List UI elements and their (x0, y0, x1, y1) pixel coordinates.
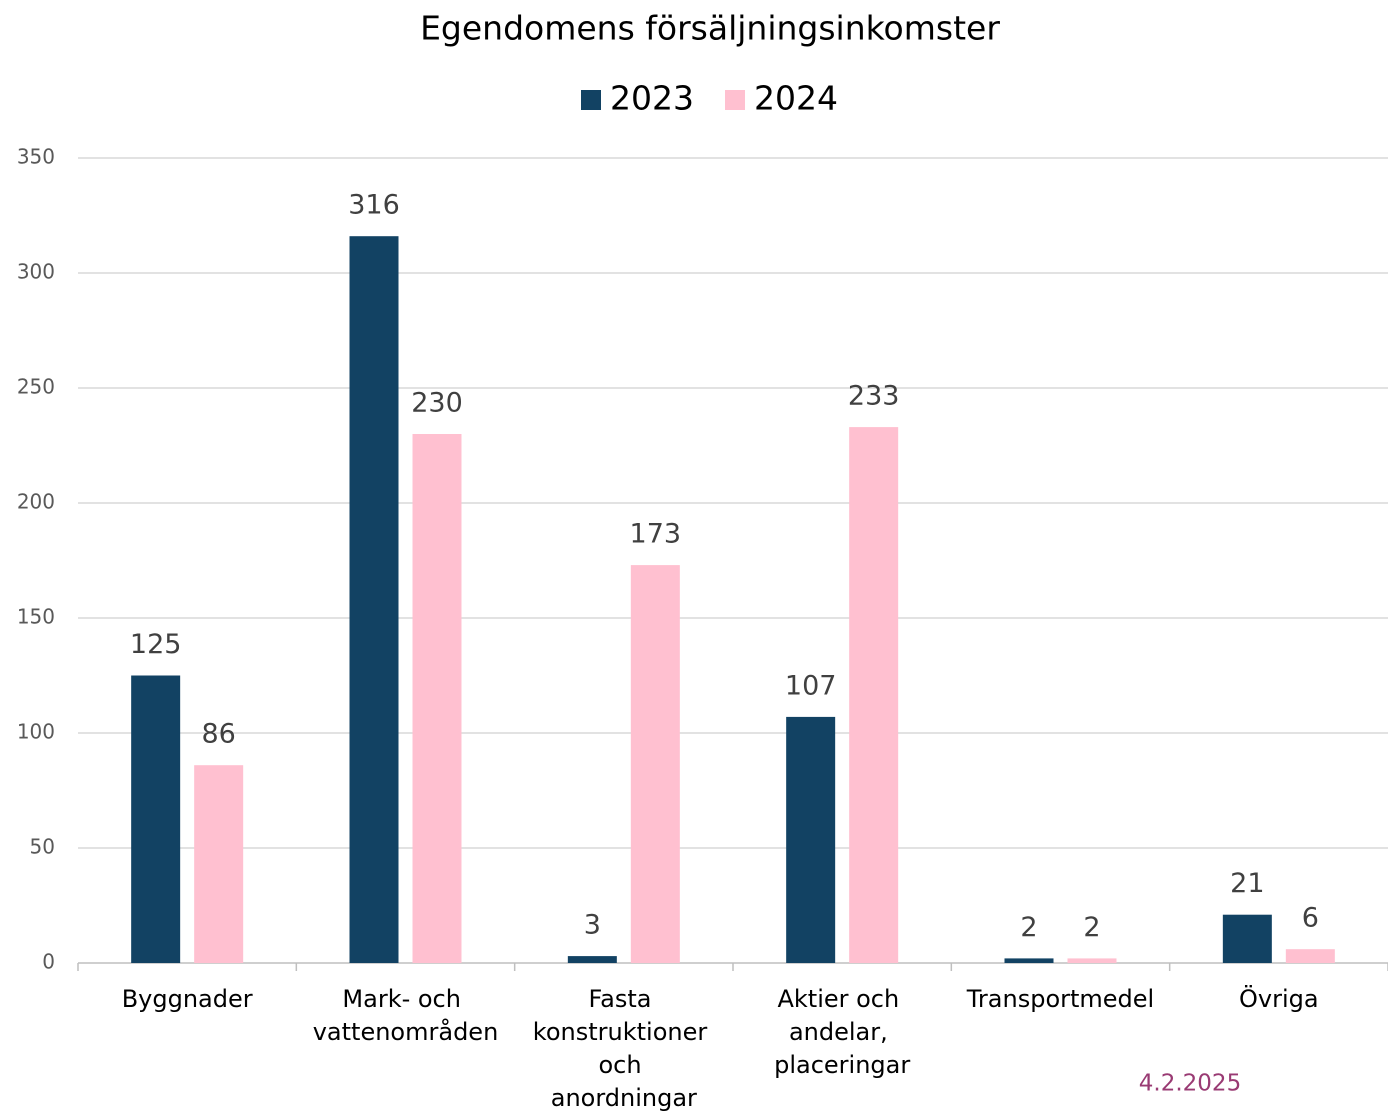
x-tick-label: Fasta konstruktioner och anordningar (533, 985, 715, 1111)
bar (1067, 958, 1117, 963)
x-tick-label: Byggnader (122, 985, 253, 1013)
data-label: 316 (348, 190, 400, 221)
data-label: 125 (130, 629, 182, 660)
data-label: 2 (1083, 912, 1100, 943)
y-tick-label: 250 (17, 375, 55, 399)
chart-title: Egendomens försäljningsinkomster (420, 9, 1000, 48)
bar (131, 675, 181, 963)
data-label: 230 (411, 388, 463, 419)
legend-swatch (725, 90, 745, 110)
bar (849, 427, 899, 964)
bar (786, 716, 836, 963)
data-label: 6 (1302, 903, 1319, 934)
bar (412, 434, 462, 963)
bar (630, 565, 680, 963)
bar (1285, 949, 1335, 963)
y-tick-label: 50 (30, 835, 55, 859)
bar (1222, 914, 1272, 963)
data-label: 107 (785, 670, 837, 701)
legend-label: 2024 (754, 79, 838, 118)
x-tick-label: Mark- och vattenområden (313, 985, 499, 1046)
bar (349, 236, 399, 963)
bar (1004, 958, 1054, 963)
data-label: 3 (584, 910, 601, 941)
y-tick-label: 100 (17, 720, 55, 744)
x-tick-label: Transportmedel (966, 985, 1154, 1013)
data-label: 173 (630, 519, 682, 550)
y-tick-label: 150 (17, 605, 55, 629)
data-label: 86 (201, 719, 235, 750)
x-tick-label: Övriga (1239, 984, 1319, 1013)
y-tick-label: 200 (17, 490, 55, 514)
annotation: 4.2.2025 (1139, 1071, 1241, 1097)
data-label: 2 (1020, 912, 1037, 943)
y-tick-label: 0 (42, 950, 55, 974)
bar (567, 956, 617, 963)
legend-swatch (581, 90, 601, 110)
bar (194, 765, 244, 963)
y-tick-label: 350 (17, 145, 55, 169)
data-label: 233 (848, 381, 900, 412)
x-tick-label: Aktier och andelar, placeringar (774, 985, 910, 1079)
y-tick-label: 300 (17, 260, 55, 284)
legend-label: 2023 (610, 79, 694, 118)
data-label: 21 (1230, 868, 1264, 899)
